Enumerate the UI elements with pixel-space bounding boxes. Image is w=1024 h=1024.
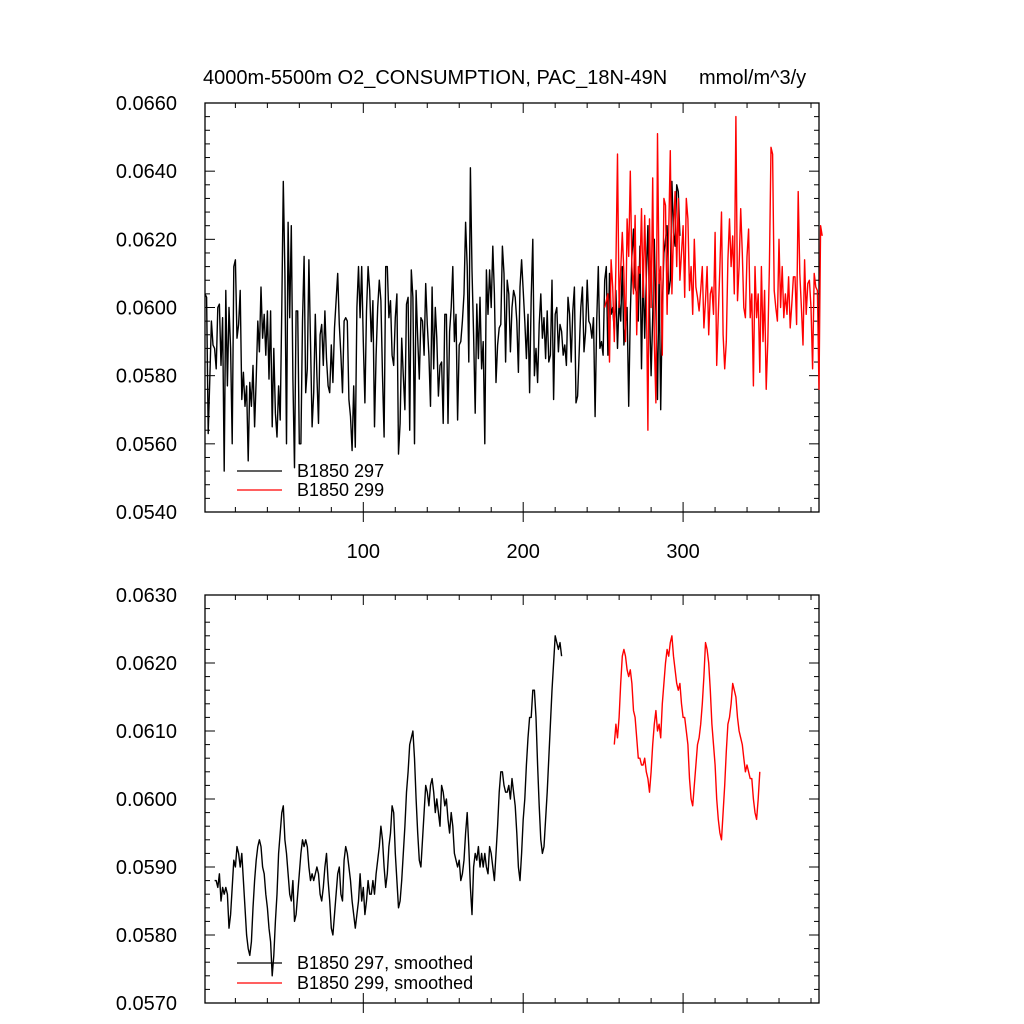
x-axis: 100 200 300 [234,103,812,563]
legend-label-299-smoothed: B1850 299, smoothed [297,973,473,993]
y-tick-label: 0.0620 [116,229,177,251]
y-tick-label: 0.0540 [116,502,177,524]
y-tick-label: 0.0610 [116,721,177,743]
legend-label-297-smoothed: B1850 297, smoothed [297,953,473,973]
top-panel: 0.0540 0.0560 0.0580 0.0600 0.0620 0.0640 0.06… [116,93,823,563]
legend-label-299: B1850 299 [297,480,384,500]
bottom-panel: 0.0570 0.0580 0.0590 0.0600 0.0610 0.0620 0.06… [116,585,820,1015]
x-tick-label: 200 [507,541,540,563]
chart-units: mmol/m^3/y [699,67,806,89]
chart-title: 4000m-5500m O2_CONSUMPTION, PAC_18N-49N [203,67,667,89]
y-tick-label: 0.0620 [116,653,177,675]
legend-label-297: B1850 297 [297,461,384,481]
y-axis: 0.0540 0.0560 0.0580 0.0600 0.0620 0.0640 0.06… [116,93,819,524]
y-tick-label: 0.0570 [116,993,177,1015]
y-tick-label: 0.0600 [116,298,177,320]
y-tick-label: 0.0590 [116,857,177,879]
y-tick-label: 0.0600 [116,789,177,811]
series-line-b1850-297 [204,167,681,472]
y-tick-label: 0.0640 [116,161,177,183]
y-tick-label: 0.0560 [116,434,177,456]
series-lines [214,635,761,977]
x-tick-label: 100 [347,541,380,563]
legend: B1850 297 B1850 299 [237,461,384,500]
legend: B1850 297, smoothed B1850 299, smoothed [237,953,473,993]
y-tick-label: 0.0660 [116,93,177,115]
series-line-b1850-297-smoothed [214,635,563,977]
x-tick-label: 300 [666,541,699,563]
series-line-b1850-299 [604,115,823,431]
y-tick-label: 0.0580 [116,925,177,947]
series-line-b1850-299-smoothed [613,635,761,841]
plot-frame [204,594,820,1004]
y-tick-label: 0.0630 [116,585,177,607]
y-tick-label: 0.0580 [116,366,177,388]
y-axis: 0.0570 0.0580 0.0590 0.0600 0.0610 0.0620 0.06… [116,585,819,1015]
x-axis [234,595,812,1013]
series-lines [204,115,823,472]
